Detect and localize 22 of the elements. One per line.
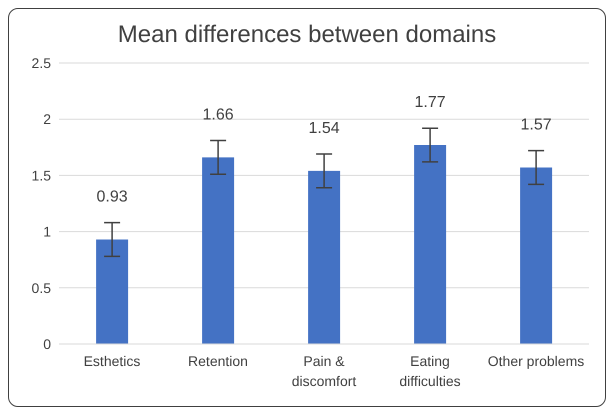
bar [414,145,446,344]
chart-title: Mean differences between domains [116,21,498,50]
data-label: 1.57 [520,116,552,134]
data-label: 1.54 [308,120,340,137]
y-tick-label: 1.5 [32,167,52,184]
data-label: 1.66 [202,106,234,124]
bar [308,170,340,344]
x-tick-label: Eating difficulties [399,353,461,389]
y-tick-label: 0.5 [32,280,52,296]
data-label: 0.93 [96,188,128,206]
bar [96,239,128,344]
y-tick-label: 2.5 [32,54,52,71]
y-tick-label: 0 [43,336,52,352]
x-tick-label: Esthetics [84,353,140,369]
y-tick-label: 1 [43,224,52,240]
x-tick-label: Retention [188,353,248,369]
data-label: 1.77 [414,94,446,112]
y-tick-label: 2 [43,111,52,128]
x-tick-label: Pain & discomfort [292,353,356,389]
bar [202,157,234,344]
x-tick-label: Other problems [488,353,584,369]
bar [520,168,552,344]
